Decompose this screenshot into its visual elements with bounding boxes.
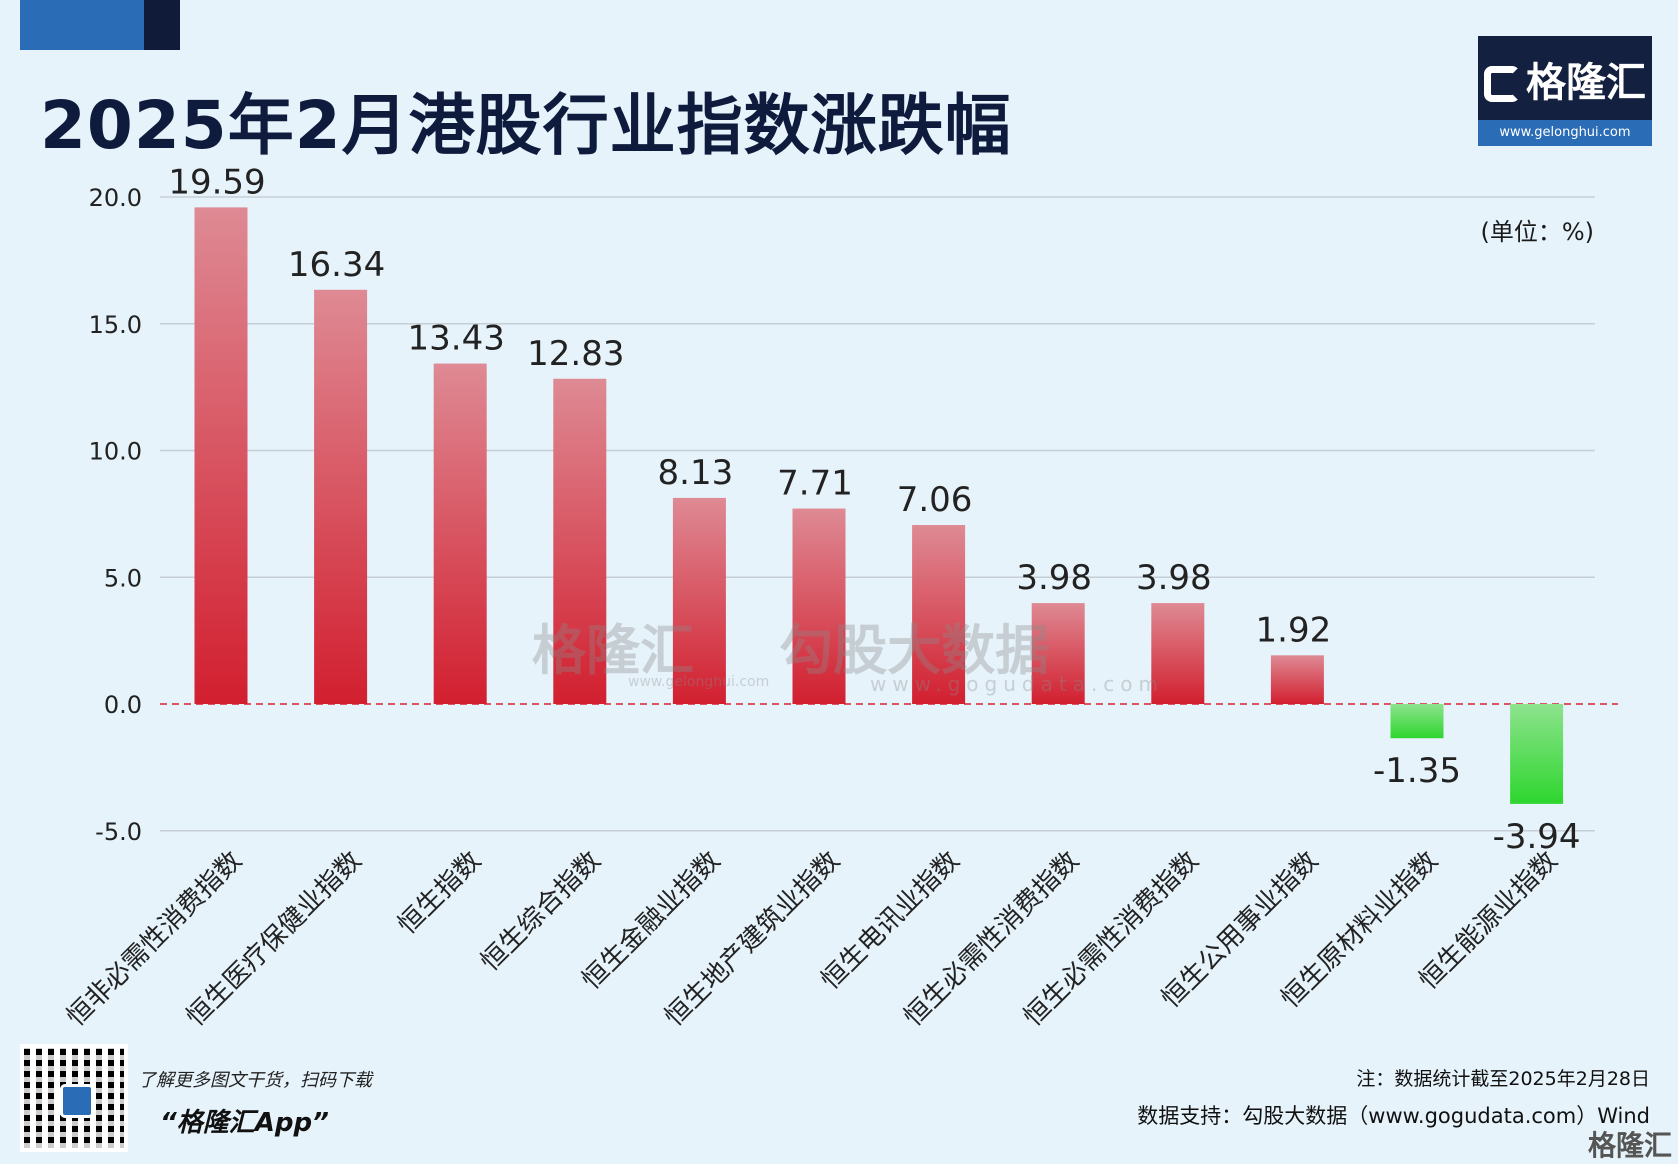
brand-g-icon: [1484, 66, 1520, 102]
promo-text: 了解更多图文干货，扫码下载: [138, 1070, 372, 1091]
page-title: 2025年2月港股行业指数涨跌幅: [40, 87, 1012, 164]
data-label: 7.06: [897, 480, 973, 520]
unit-label: (单位：%): [1480, 218, 1594, 246]
y-tick-label: 5.0: [104, 564, 142, 592]
data-label: 1.92: [1256, 610, 1332, 650]
brand-logo[interactable]: 格隆汇 www.gelonghui.com: [1478, 36, 1652, 146]
data-label: 19.59: [168, 162, 265, 202]
bar: [1270, 655, 1324, 704]
data-label: 16.34: [288, 245, 385, 285]
y-tick-label: -5.0: [95, 818, 142, 846]
header-accent-dark: [144, 0, 180, 50]
y-tick-label: 20.0: [89, 184, 142, 212]
bar: [1031, 603, 1085, 704]
qr-code-icon[interactable]: [20, 1044, 128, 1152]
bar: [194, 207, 248, 704]
data-label: 8.13: [658, 453, 734, 493]
bar: [672, 497, 726, 704]
data-label: -3.94: [1493, 817, 1581, 857]
header-accent-blue: [20, 0, 144, 50]
bar: [1510, 704, 1564, 804]
brand-url[interactable]: www.gelonghui.com: [1478, 120, 1652, 146]
bar: [792, 508, 846, 704]
bar: [1151, 603, 1205, 704]
brand-name: 格隆汇: [1526, 60, 1646, 106]
x-tick-label: 恒生综合指数: [475, 846, 607, 978]
y-tick-label: 0.0: [104, 691, 142, 719]
bar-chart: 20.0 15.0 10.0 5.0 0.0 -5.0 19.59 16.34 13.43 12…: [61, 162, 1618, 1032]
data-label: 7.71: [777, 464, 853, 504]
corner-brand-logo: 格隆汇: [1587, 1129, 1672, 1162]
bar: [553, 378, 607, 704]
data-note: 注：数据统计截至2025年2月28日: [1356, 1068, 1650, 1090]
y-tick-label: 10.0: [89, 438, 142, 466]
data-source: 数据支持：勾股大数据（www.gogudata.com）Wind: [1137, 1104, 1650, 1128]
bar: [433, 363, 487, 704]
bar: [1390, 704, 1444, 739]
qr-badge-icon: [60, 1084, 94, 1118]
bar: [912, 525, 966, 704]
data-label: 3.98: [1016, 558, 1092, 598]
data-label: 13.43: [408, 319, 505, 359]
bar: [314, 289, 368, 704]
data-label: 3.98: [1136, 558, 1212, 598]
data-label: 12.83: [527, 334, 624, 374]
app-name: “格隆汇App”: [160, 1108, 329, 1138]
data-label: -1.35: [1373, 751, 1461, 791]
y-tick-label: 15.0: [89, 311, 142, 339]
x-tick-label: 恒生指数: [392, 846, 487, 941]
